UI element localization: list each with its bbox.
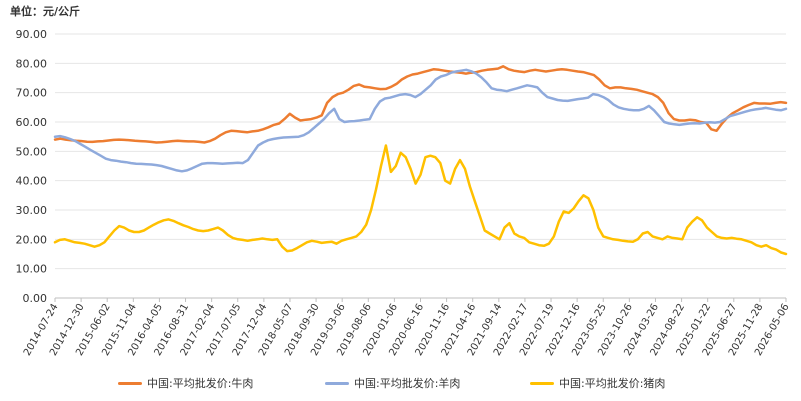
y-tick-label: 10.00 — [16, 263, 48, 276]
unit-label: 单位：元/公斤 — [10, 5, 81, 18]
y-tick-label: 20.00 — [16, 233, 48, 246]
series-lines — [53, 65, 788, 256]
y-tick-label: 60.00 — [16, 116, 48, 129]
y-tick-label: 90.00 — [16, 28, 48, 41]
y-tick-label: 40.00 — [16, 175, 48, 188]
series-line-3 — [53, 144, 788, 256]
x-axis-ticks: 2014-07-242014-12-302015-06-022015-11-04… — [22, 298, 792, 358]
legend-swatch — [530, 381, 554, 385]
legend-label: 中国:平均批发价:猪肉 — [559, 377, 666, 390]
legend-label: 中国:平均批发价:牛肉 — [147, 377, 254, 390]
series-line-2 — [53, 68, 788, 173]
legend-swatch — [118, 381, 142, 385]
legend-item: 中国:平均批发价:羊肉 — [325, 375, 460, 391]
y-tick-label: 50.00 — [16, 145, 48, 158]
y-tick-label: 30.00 — [16, 204, 48, 217]
legend: 中国:平均批发价:牛肉 中国:平均批发价:羊肉 中国:平均批发价:猪肉 — [0, 375, 801, 393]
legend-item: 中国:平均批发价:猪肉 — [530, 375, 665, 391]
y-tick-label: 70.00 — [16, 87, 48, 100]
y-tick-label: 80.00 — [16, 57, 48, 70]
legend-label: 中国:平均批发价:羊肉 — [354, 377, 461, 390]
legend-item: 中国:平均批发价:牛肉 — [118, 375, 253, 391]
y-axis-ticks: 0.00 10.00 20.00 30.00 40.00 50.00 60.00 70.00 8… — [16, 28, 48, 305]
legend-swatch — [325, 381, 349, 385]
series-line-1 — [53, 65, 788, 144]
y-tick-label: 0.00 — [23, 292, 48, 305]
